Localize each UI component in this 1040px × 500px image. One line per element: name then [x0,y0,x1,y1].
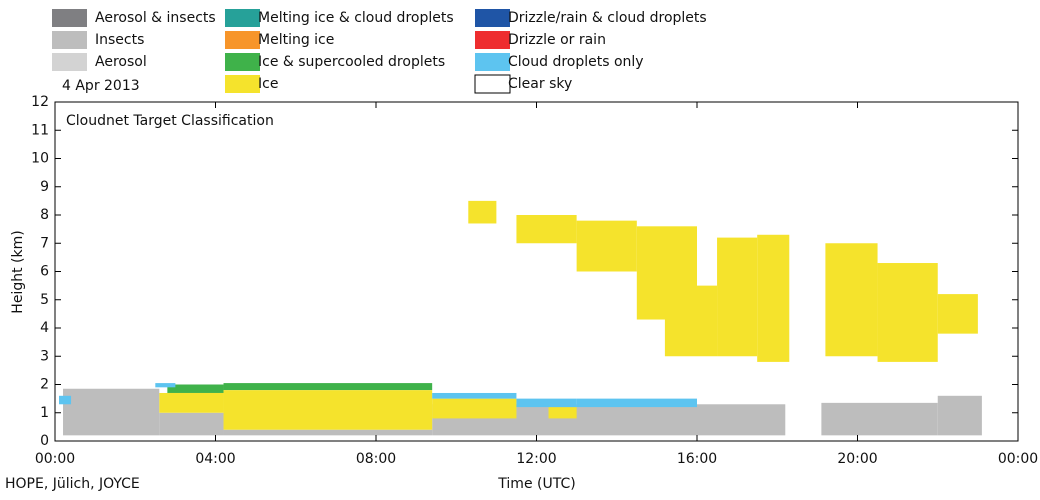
y-tick-label: 11 [31,122,49,138]
x-tick-label: 08:00 [356,451,396,467]
class-region [223,383,433,391]
class-region [223,429,433,436]
x-tick-label: 00:00 [998,451,1038,467]
y-tick-label: 10 [31,151,49,167]
y-tick-label: 0 [40,433,49,449]
legend-swatch [52,31,87,49]
y-tick-label: 7 [40,235,49,251]
legend-swatch [475,9,510,27]
class-region [63,388,160,436]
legend-label: Aerosol & insects [95,10,216,26]
legend-label: Ice [258,76,278,92]
legend-label: Insects [95,32,144,48]
legend-swatch [225,31,260,49]
x-axis-label: Time (UTC) [497,476,575,492]
x-tick-label: 00:00 [35,451,75,467]
class-region [167,384,224,393]
y-tick-label: 1 [40,405,49,421]
legend-label: Clear sky [508,76,572,92]
legend-label: Melting ice & cloud droplets [258,10,454,26]
legend-swatch [52,53,87,71]
legend-label: Melting ice [258,32,334,48]
y-tick-label: 4 [40,320,49,336]
legend-label: Aerosol [95,54,147,70]
class-region [159,392,224,413]
y-tick-label: 5 [40,292,49,308]
class-region [432,392,517,399]
x-tick-label: 12:00 [516,451,556,467]
class-region [155,383,176,388]
x-tick-label: 04:00 [195,451,235,467]
class-region [757,234,790,362]
chart-title: Cloudnet Target Classification [66,113,274,129]
class-region [821,402,938,436]
legend-label: Ice & supercooled droplets [258,54,445,70]
legend-swatch [475,31,510,49]
y-axis-label: Height (km) [10,230,26,313]
class-region [576,398,697,408]
class-region [468,200,497,224]
class-region [432,398,517,419]
class-region [576,220,637,272]
legend-label: Cloud droplets only [508,54,644,70]
class-region [516,215,577,244]
class-region [664,285,718,357]
legend-swatch [474,74,511,94]
x-tick-label: 20:00 [837,451,877,467]
class-region [717,237,758,357]
y-tick-label: 9 [40,179,49,195]
class-region [516,398,577,408]
y-tick-label: 8 [40,207,49,223]
class-region [159,412,224,436]
legend-label: Drizzle/rain & cloud droplets [508,10,707,26]
class-region [223,390,433,430]
legend-swatch [475,53,510,71]
class-region [548,407,577,419]
y-tick-label: 2 [40,377,49,393]
legend-swatch [225,53,260,71]
x-tick-label: 16:00 [677,451,717,467]
legend-swatch [225,75,260,93]
legend-swatch [225,9,260,27]
date: 4 Apr 2013 [62,78,140,94]
y-tick-label: 3 [40,348,49,364]
class-region [877,263,938,362]
legend-swatch [52,9,87,27]
class-region [937,395,982,436]
y-tick-label: 12 [31,94,49,110]
class-region [59,395,72,405]
y-tick-label: 6 [40,264,49,280]
legend-label: Drizzle or rain [508,32,606,48]
class-region [825,243,878,357]
source: HOPE, Jülich, JOYCE [5,476,140,492]
class-region [937,294,978,334]
